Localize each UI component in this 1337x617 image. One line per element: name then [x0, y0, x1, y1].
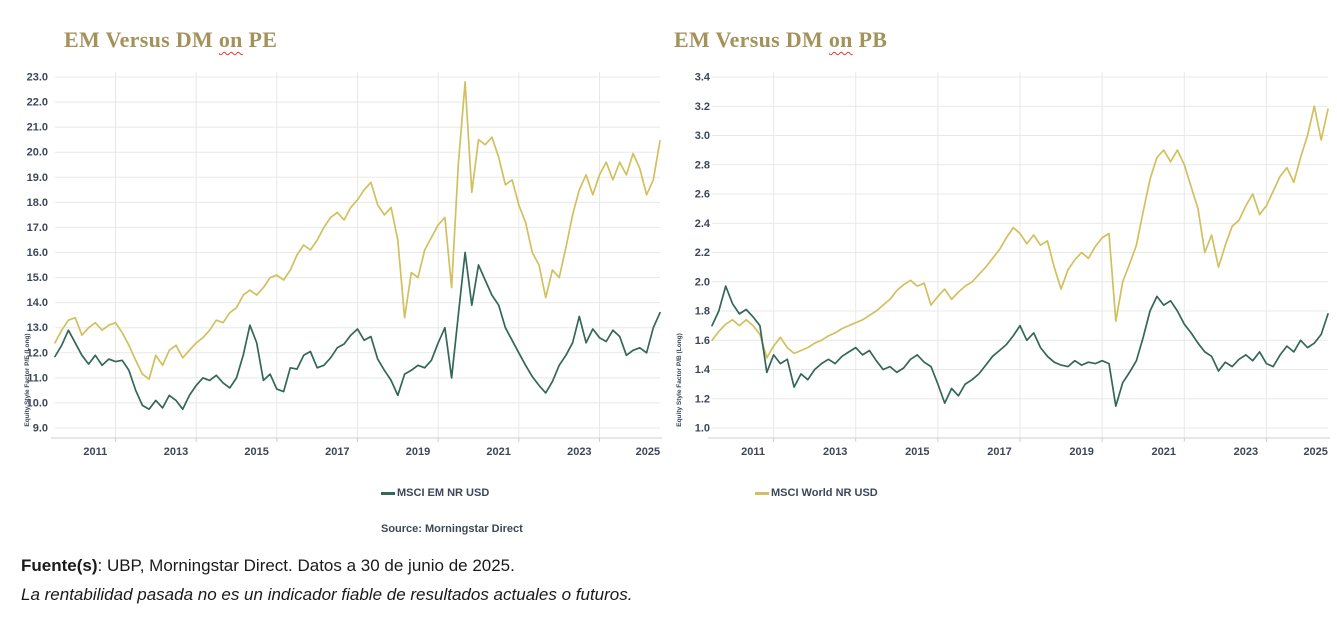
svg-text:2011: 2011: [741, 446, 765, 458]
svg-text:23.0: 23.0: [27, 72, 48, 84]
svg-text:1.8: 1.8: [695, 306, 710, 318]
svg-text:13.0: 13.0: [27, 322, 48, 334]
svg-text:11.0: 11.0: [27, 372, 48, 384]
svg-text:2013: 2013: [164, 446, 188, 458]
svg-text:2.0: 2.0: [695, 276, 710, 288]
svg-text:2021: 2021: [486, 446, 510, 458]
pb-chart-area: 3.4 3.2 3.0 2.8 2.6 2.4 2.2 2.0 1.8 1.6 1.4 1.2 1.0 2…: [670, 60, 1337, 472]
pe-chart-area: 23.0 22.0 21.0 20.0 19.0 18.0 17.0 16.0 15.0 14.0…: [0, 60, 670, 472]
footer-sources-line: Fuente(s): UBP, Morningstar Direct. Dato…: [21, 556, 515, 576]
svg-text:2019: 2019: [1069, 446, 1093, 458]
svg-text:10.0: 10.0: [27, 397, 48, 409]
svg-text:15.0: 15.0: [27, 272, 48, 284]
svg-text:2.4: 2.4: [695, 218, 711, 230]
world-legend-swatch: [755, 491, 769, 495]
footer-sources-label: Fuente(s): [21, 556, 98, 575]
svg-text:17.0: 17.0: [27, 222, 48, 234]
pe-line-chart: 23.0 22.0 21.0 20.0 19.0 18.0 17.0 16.0 15.0 14.0…: [24, 72, 662, 458]
source-note: Source: Morningstar Direct: [381, 523, 523, 535]
chart-title-pb-squiggle-word: on: [828, 27, 853, 52]
svg-text:2025: 2025: [636, 446, 660, 458]
chart-title-pe: EM Versus DM on PE: [64, 27, 277, 57]
svg-text:2023: 2023: [1234, 446, 1258, 458]
svg-text:1.4: 1.4: [695, 364, 711, 376]
svg-text:1.0: 1.0: [695, 423, 710, 435]
svg-text:2015: 2015: [244, 446, 268, 458]
svg-text:12.0: 12.0: [27, 347, 48, 359]
em-legend-label: MSCI EM NR USD: [397, 487, 490, 499]
svg-text:2011: 2011: [83, 446, 107, 458]
legend-item-msci-em: MSCI EM NR USD: [381, 486, 489, 500]
svg-text:1.2: 1.2: [695, 393, 710, 405]
svg-text:3.2: 3.2: [695, 101, 710, 113]
svg-text:9.0: 9.0: [33, 423, 48, 435]
svg-text:2015: 2015: [905, 446, 929, 458]
svg-text:18.0: 18.0: [27, 197, 48, 209]
svg-text:2.6: 2.6: [695, 189, 710, 201]
footer-sources-text: : UBP, Morningstar Direct. Datos a 30 de…: [97, 556, 515, 575]
chart-title-pe-post: PE: [242, 27, 278, 52]
svg-text:3.0: 3.0: [695, 130, 710, 142]
em-legend-swatch: [381, 491, 395, 495]
footer-disclaimer: La rentabilidad pasada no es un indicado…: [21, 585, 633, 604]
chart-title-pe-pre: EM Versus DM: [64, 27, 219, 52]
chart-title-pe-squiggle-word: on: [218, 27, 243, 52]
svg-text:14.0: 14.0: [27, 297, 48, 309]
svg-text:1.6: 1.6: [695, 335, 710, 347]
pe-y-axis-label: Equity Style Factor P/E (Long): [24, 333, 31, 426]
svg-text:20.0: 20.0: [27, 147, 48, 159]
svg-text:2013: 2013: [823, 446, 847, 458]
chart-title-pb-pre: EM Versus DM: [674, 27, 829, 52]
svg-text:2017: 2017: [987, 446, 1011, 458]
svg-text:16.0: 16.0: [27, 247, 48, 259]
svg-text:2025: 2025: [1303, 446, 1327, 458]
chart-title-pb-post: PB: [852, 27, 888, 52]
svg-text:2.8: 2.8: [695, 159, 710, 171]
svg-text:19.0: 19.0: [27, 172, 48, 184]
pb-line-chart: 3.4 3.2 3.0 2.8 2.6 2.4 2.2 2.0 1.8 1.6 1.4 1.2 1.0 2…: [676, 72, 1330, 458]
svg-text:2017: 2017: [325, 446, 349, 458]
svg-text:2021: 2021: [1151, 446, 1175, 458]
chart-title-pb: EM Versus DM on PB: [674, 27, 887, 57]
svg-text:3.4: 3.4: [695, 72, 711, 84]
svg-text:22.0: 22.0: [27, 97, 48, 109]
svg-text:21.0: 21.0: [27, 122, 48, 134]
svg-text:2.2: 2.2: [695, 247, 710, 259]
world-legend-label: MSCI World NR USD: [771, 487, 878, 499]
svg-text:2019: 2019: [406, 446, 430, 458]
legend-item-msci-world: MSCI World NR USD: [755, 486, 878, 500]
svg-text:2023: 2023: [567, 446, 591, 458]
pb-y-axis-label: Equity Style Factor P/B (Long): [676, 333, 683, 427]
